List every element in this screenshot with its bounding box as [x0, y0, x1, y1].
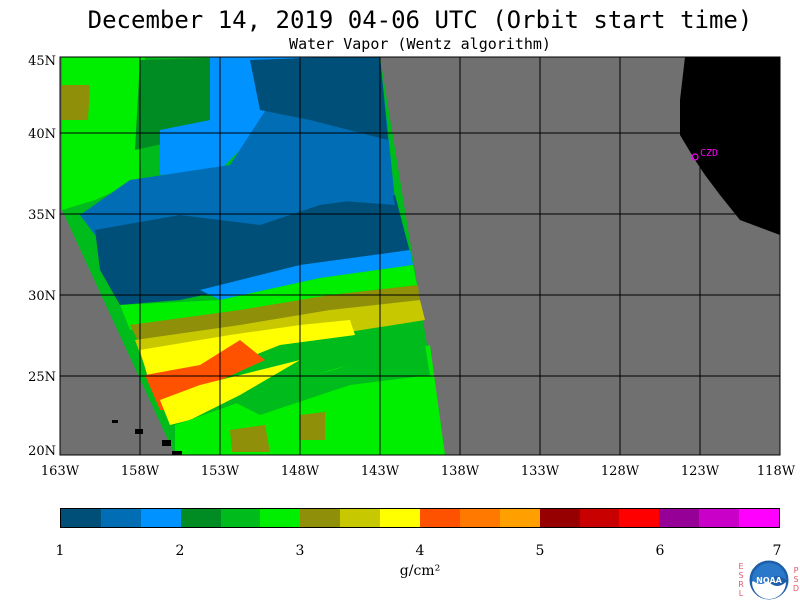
- band-dark-blue: [95, 195, 412, 305]
- lon-label-133w: 133W: [521, 464, 560, 479]
- band-olive-belt: [130, 285, 420, 345]
- longitude-labels: 163W 158W 153W 148W 143W 138W 133W 128W …: [41, 464, 796, 479]
- colorbar-tick-2: 2: [175, 543, 185, 559]
- lon-label-148w: 148W: [281, 464, 320, 479]
- logo-letter: P: [793, 566, 799, 575]
- band-mid-blue-strip: [250, 140, 395, 205]
- colorbar-ticks: 1 2 3 4 5 6 7: [0, 543, 800, 563]
- lon-label-118w: 118W: [757, 464, 796, 479]
- map-subtitle: Water Vapor (Wentz algorithm): [289, 35, 551, 53]
- colorbar-segment-7: [340, 509, 381, 527]
- band-olive-nw: [62, 85, 90, 120]
- colorbar-segment-14: [619, 509, 660, 527]
- lon-label-128w: 128W: [601, 464, 640, 479]
- colorbar-tick-7: 7: [772, 543, 782, 559]
- latitude-labels: 45N 40N 35N 30N 25N 20N: [28, 54, 56, 459]
- logo-letter: S: [793, 575, 799, 584]
- logo-noaa-text: NOAA: [756, 576, 782, 585]
- colorbar-segment-3: [180, 509, 221, 527]
- logo-letter: R: [738, 580, 744, 589]
- colorbar-tick-6: 6: [655, 543, 665, 559]
- lon-label-163w: 163W: [41, 464, 80, 479]
- colorbar-segment-1: [100, 509, 141, 527]
- colorbar-segment-17: [739, 509, 780, 527]
- logo-left-letters: E S R L: [737, 562, 745, 598]
- band-olive-south: [230, 425, 270, 452]
- lat-label-40n: 40N: [28, 127, 56, 142]
- colorbar-segment-2: [140, 509, 181, 527]
- water-vapor-map: CZD 45N 40N 35N 30N 25N 20N 163W 158W 15…: [28, 54, 796, 479]
- lon-label-158w: 158W: [121, 464, 160, 479]
- map-title: December 14, 2019 04-06 UTC (Orbit start…: [87, 6, 753, 34]
- colorbar-tick-3: 3: [295, 543, 305, 559]
- colorbar-segment-16: [699, 509, 740, 527]
- graticule: [60, 57, 780, 455]
- band-blue-strip: [200, 250, 413, 300]
- hawaiian-islands: [112, 420, 182, 455]
- colorbar-tick-4: 4: [415, 543, 425, 559]
- band-dark-blue-north: [250, 57, 388, 140]
- band-green-transition: [120, 265, 418, 330]
- colorbar-units: g/cm²: [399, 563, 441, 579]
- colorbar-segment-4: [220, 509, 261, 527]
- station-label: CZD: [700, 148, 718, 159]
- station-marker: CZD: [691, 148, 718, 161]
- colorbar-segment-5: [260, 509, 301, 527]
- lon-label-123w: 123W: [681, 464, 720, 479]
- colorbar-segment-15: [659, 509, 700, 527]
- logo-letter: L: [738, 589, 744, 598]
- lat-label-35n: 35N: [28, 208, 56, 223]
- lon-label-143w: 143W: [361, 464, 400, 479]
- colorbar-segment-10: [459, 509, 500, 527]
- lon-label-153w: 153W: [201, 464, 240, 479]
- colorbar-tick-5: 5: [535, 543, 545, 559]
- colorbar-segment-8: [380, 509, 421, 527]
- colorbar-segment-12: [539, 509, 580, 527]
- logo-letter: E: [738, 562, 744, 571]
- logo-letter: S: [738, 571, 744, 580]
- colorbar-segment-13: [579, 509, 620, 527]
- colorbar-tick-1: 1: [55, 543, 65, 559]
- california-coast: [680, 57, 780, 235]
- noaa-esrl-psd-logo: E S R L NOAA P S D: [735, 560, 800, 600]
- swath: [62, 57, 445, 455]
- logo-right-letters: P S D: [792, 566, 800, 593]
- lat-label-30n: 30N: [28, 289, 56, 304]
- noaa-emblem-icon: NOAA: [749, 560, 789, 600]
- lat-label-25n: 25N: [28, 370, 56, 385]
- band-orange: [145, 340, 265, 410]
- colorbar-segment-11: [499, 509, 540, 527]
- band-olive-spot: [300, 412, 325, 440]
- map-frame: [59, 56, 781, 456]
- colorbar-segment-9: [420, 509, 460, 527]
- lat-label-45n: 45N: [28, 54, 56, 69]
- colorbar-segment-0: [61, 509, 101, 527]
- lon-label-138w: 138W: [441, 464, 480, 479]
- colorbar: [60, 508, 780, 528]
- lat-label-20n: 20N: [28, 444, 56, 459]
- colorbar-segment-6: [300, 509, 341, 527]
- logo-letter: D: [792, 584, 800, 593]
